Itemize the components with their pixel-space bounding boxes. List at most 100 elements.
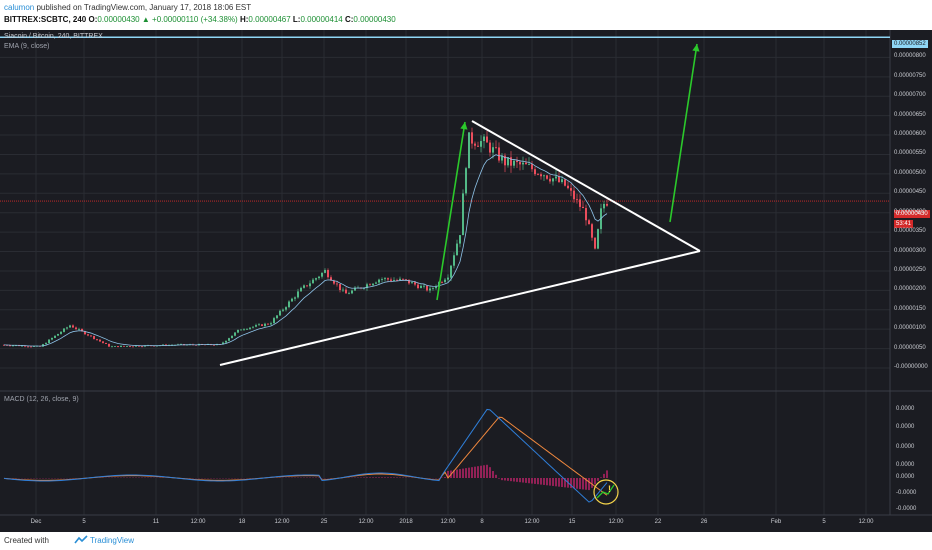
- candle-body: [249, 327, 251, 329]
- candle-body: [120, 345, 122, 347]
- candle-body: [498, 147, 500, 161]
- time-axis-tick: 25: [320, 519, 328, 525]
- candle-body: [213, 344, 215, 346]
- candle-body: [369, 284, 371, 286]
- candle-body: [237, 329, 239, 333]
- candle-body: [342, 289, 344, 291]
- candle-body: [282, 309, 284, 311]
- time-axis-tick: 11: [152, 519, 160, 525]
- candle-body: [534, 169, 536, 175]
- price-axis-tick: 0.00000400: [894, 208, 926, 215]
- candle-body: [447, 277, 449, 280]
- candle-body: [444, 279, 446, 283]
- macd-axis-tick: 0.0000: [896, 424, 915, 430]
- candle-body: [441, 282, 443, 283]
- candle-body: [492, 147, 494, 153]
- candle-body: [567, 185, 569, 189]
- macd-axis-tick: 0.0000: [896, 444, 915, 450]
- candle-body: [366, 284, 368, 288]
- candle-body: [336, 283, 338, 285]
- candle-body: [540, 174, 542, 177]
- symbol-label: BITTREX:SCBTC, 240: [4, 15, 87, 24]
- candle-body: [297, 291, 299, 298]
- candle-body: [45, 343, 47, 345]
- candle-body: [318, 276, 320, 279]
- change-arrow-icon: ▲: [141, 15, 150, 24]
- candle-body: [582, 206, 584, 209]
- candle-body: [543, 175, 545, 177]
- price-axis-tick: 0.00000650: [894, 111, 926, 118]
- published-text: published on TradingView.com, January 17…: [36, 3, 252, 12]
- candle-body: [504, 155, 506, 166]
- candle-body: [558, 176, 560, 183]
- candle-body: [333, 280, 335, 284]
- candle-body: [381, 279, 383, 280]
- candle-body: [114, 346, 116, 347]
- candle-body: [24, 345, 26, 347]
- open-value: 0.00000430: [97, 15, 140, 24]
- time-axis-tick: 12:00: [440, 519, 456, 525]
- candle-body: [75, 327, 77, 330]
- candle-body: [27, 346, 29, 348]
- candle-body: [69, 325, 71, 328]
- low-value: 0.00000414: [300, 15, 343, 24]
- change-value: +0.00000110 (+34.38%): [152, 15, 238, 24]
- candle-body: [348, 293, 350, 295]
- candle-body: [519, 162, 521, 165]
- candle-body: [345, 289, 347, 294]
- candle-body: [402, 278, 404, 280]
- price-axis-tick: 0.00000150: [894, 305, 926, 312]
- ema-line: [3, 154, 608, 347]
- chart-canvas[interactable]: [0, 30, 932, 532]
- candle-body: [429, 288, 431, 291]
- candle-body: [399, 278, 401, 281]
- macd-axis-tick: -0.0000: [896, 506, 917, 512]
- candle-body: [372, 283, 374, 286]
- tradingview-brand[interactable]: TradingView: [90, 536, 135, 545]
- candle-body: [573, 190, 575, 200]
- candle-body: [162, 344, 164, 346]
- candle-body: [273, 318, 275, 324]
- candle-body: [576, 199, 578, 201]
- candle-body: [57, 333, 59, 336]
- candle-body: [300, 287, 302, 292]
- author-link[interactable]: calumon: [4, 3, 35, 12]
- candle-body: [60, 331, 62, 334]
- candle-body: [96, 338, 98, 340]
- candle-body: [285, 307, 287, 310]
- price-axis-tick: 0.00000500: [894, 169, 926, 176]
- candle-body: [432, 288, 434, 289]
- candle-body: [495, 147, 497, 149]
- chart-area[interactable]: Siacoin / Bitcoin, 240, BITTREX EMA (9, …: [0, 30, 932, 532]
- candle-body: [261, 324, 263, 326]
- candle-body: [72, 325, 74, 328]
- publish-line: calumon published on TradingView.com, Ja…: [4, 3, 251, 12]
- candle-body: [396, 280, 398, 281]
- candle-body: [270, 323, 272, 325]
- candle-body: [435, 286, 437, 289]
- candle-body: [63, 328, 65, 332]
- candle-body: [510, 157, 512, 166]
- candle-body: [141, 346, 143, 348]
- chart-title: Siacoin / Bitcoin, 240, BITTREX: [4, 33, 103, 40]
- candle-body: [12, 345, 14, 347]
- candle-body: [294, 297, 296, 299]
- candle-body: [252, 326, 254, 328]
- price-axis-tick: 0.00000700: [894, 92, 926, 99]
- macd-axis-tick: 0.0000: [896, 474, 915, 480]
- candle-body: [312, 279, 314, 284]
- candle-body: [528, 164, 530, 166]
- candle-body: [468, 132, 470, 169]
- candle-body: [243, 329, 245, 331]
- candle-body: [129, 346, 131, 347]
- candle-body: [375, 282, 377, 284]
- ema-legend: EMA (9, close): [4, 43, 50, 50]
- candle-body: [111, 346, 113, 348]
- macd-axis-tick: -0.0000: [896, 490, 917, 496]
- candle-body: [387, 278, 389, 280]
- candle-body: [465, 168, 467, 194]
- lower-trendline: [219, 250, 701, 366]
- candle-body: [537, 174, 539, 175]
- candle-body: [585, 208, 587, 221]
- pump-arrow-head: [460, 122, 468, 130]
